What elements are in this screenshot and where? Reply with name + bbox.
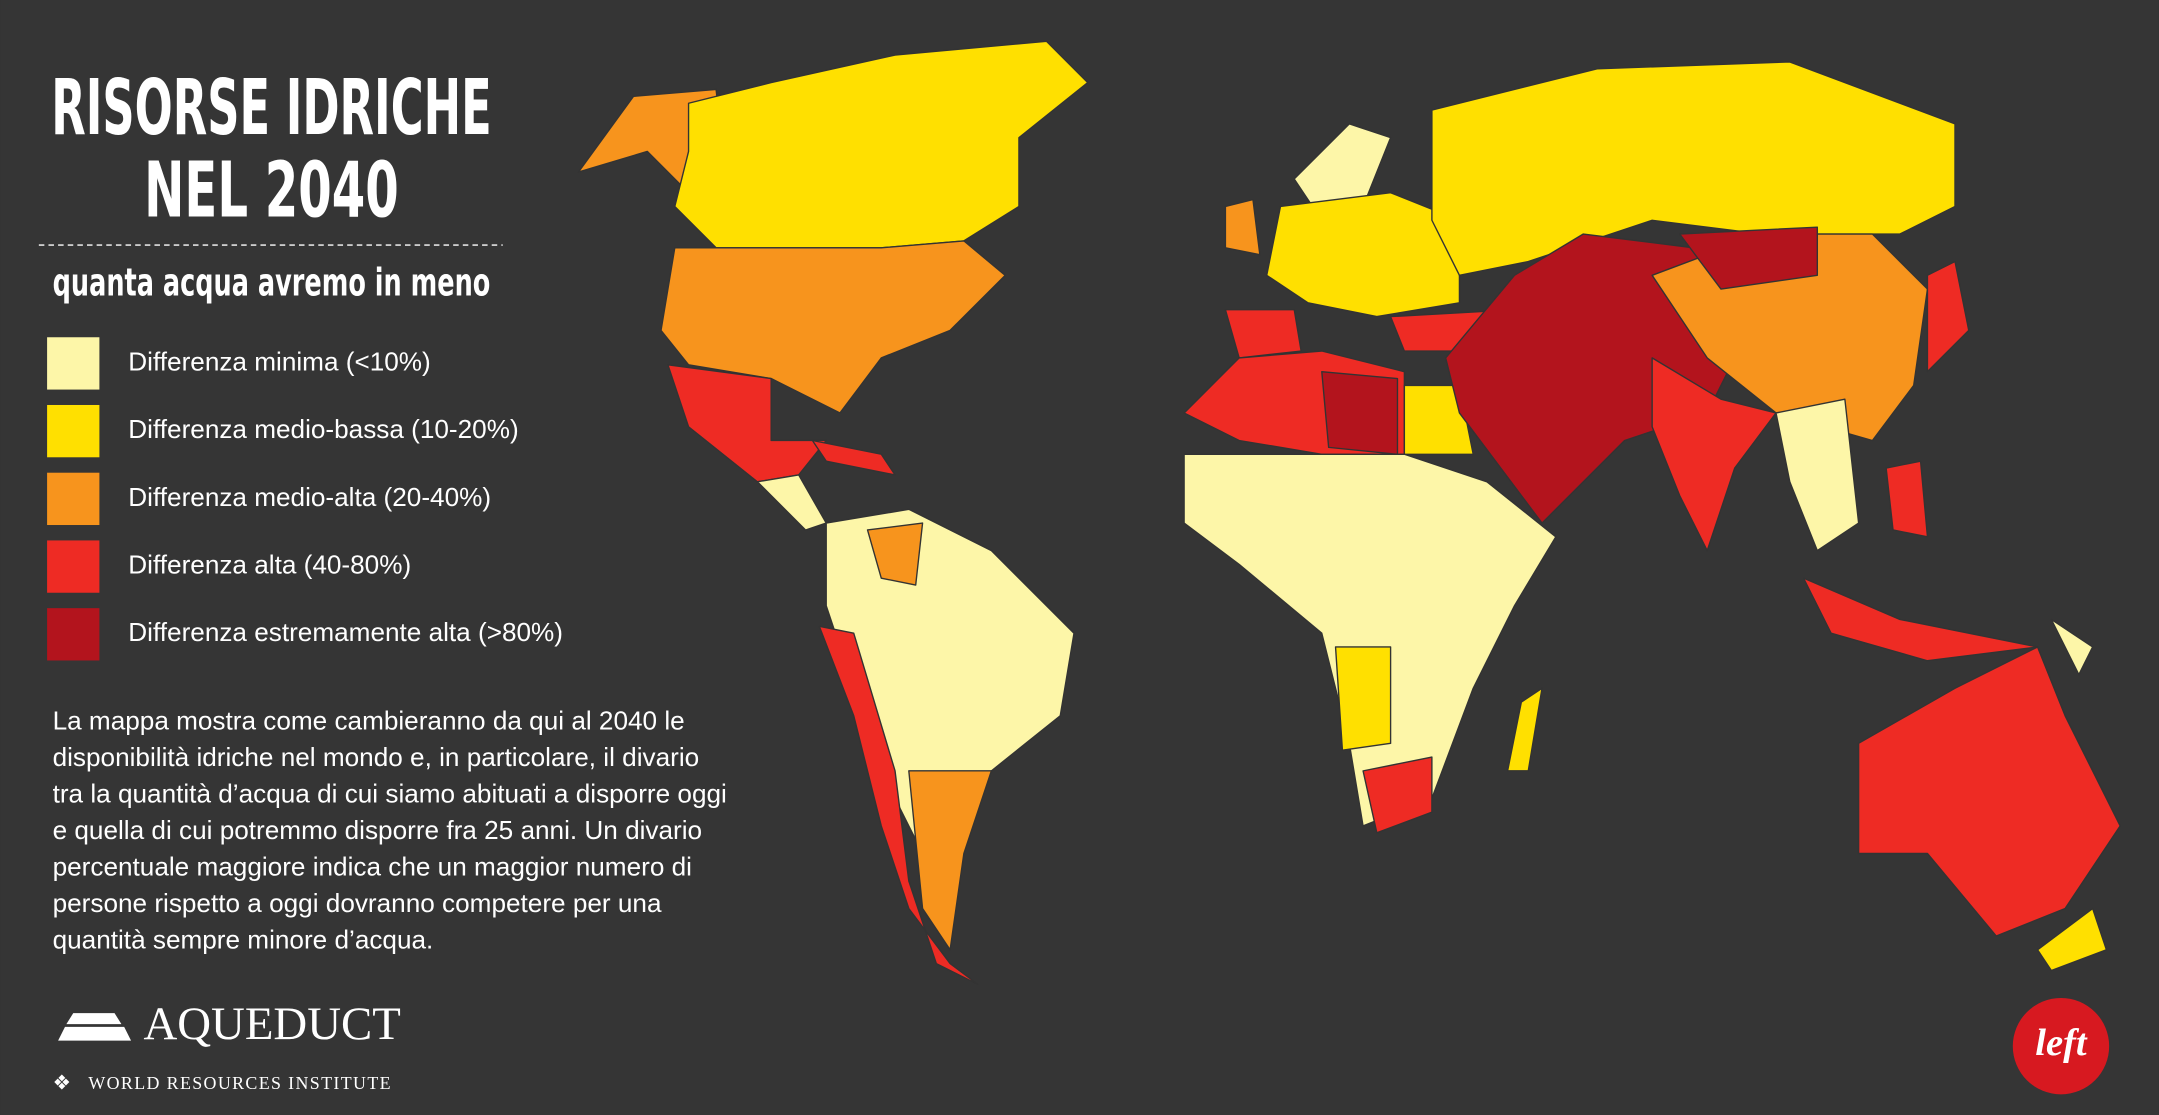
- legend-label: Differenza estremamente alta (>80%): [128, 617, 563, 647]
- title: NEL 2040: [144, 145, 399, 235]
- world-map: [577, 40, 2121, 985]
- marker: ❖: [53, 1072, 71, 1094]
- description-line: disponibilità idriche nel mondo e, in pa…: [53, 742, 700, 772]
- aqueduct-logo: AQUEDUCT ❖ WORLD RESOURCES INSTITUTE: [53, 998, 401, 1094]
- description-line: e quella di cui potremmo disporre fra 25…: [53, 815, 703, 845]
- subtitle: quanta acqua avremo in meno: [53, 260, 491, 305]
- description-line: persone rispetto a oggi dovranno compete…: [53, 888, 662, 918]
- left-logo-text: left: [2035, 1022, 2088, 1064]
- brand: AQUEDUCT: [143, 998, 400, 1050]
- title: RISORSE IDRICHE: [51, 63, 491, 153]
- legend-swatch: [47, 540, 100, 593]
- legend-swatch: [47, 472, 100, 526]
- description-line: tra la quantità d’acqua di cui siamo abi…: [53, 779, 727, 809]
- legend-label: Differenza medio-bassa (10-20%): [128, 414, 518, 444]
- institute: WORLD RESOURCES INSTITUTE: [88, 1073, 392, 1093]
- left-logo: [2012, 997, 2110, 1095]
- legend-swatch: [47, 337, 100, 390]
- legend: Differenza minima (<10%) Differenza medio…: [47, 337, 563, 661]
- legend-swatch: [47, 404, 100, 458]
- description: La mappa mostra come cambieranno da qui …: [53, 706, 727, 955]
- legend-label: Differenza medio-alta (20-40%): [128, 482, 491, 512]
- description-line: La mappa mostra come cambieranno da qui …: [53, 706, 685, 736]
- legend-label: Differenza minima (<10%): [128, 346, 430, 376]
- description-line: percentuale maggiore indica che un maggi…: [53, 852, 692, 882]
- legend-label: Differenza alta (40-80%): [128, 549, 411, 579]
- legend-swatch: [47, 608, 100, 661]
- description-line: quantità sempre minore d’acqua.: [53, 924, 434, 954]
